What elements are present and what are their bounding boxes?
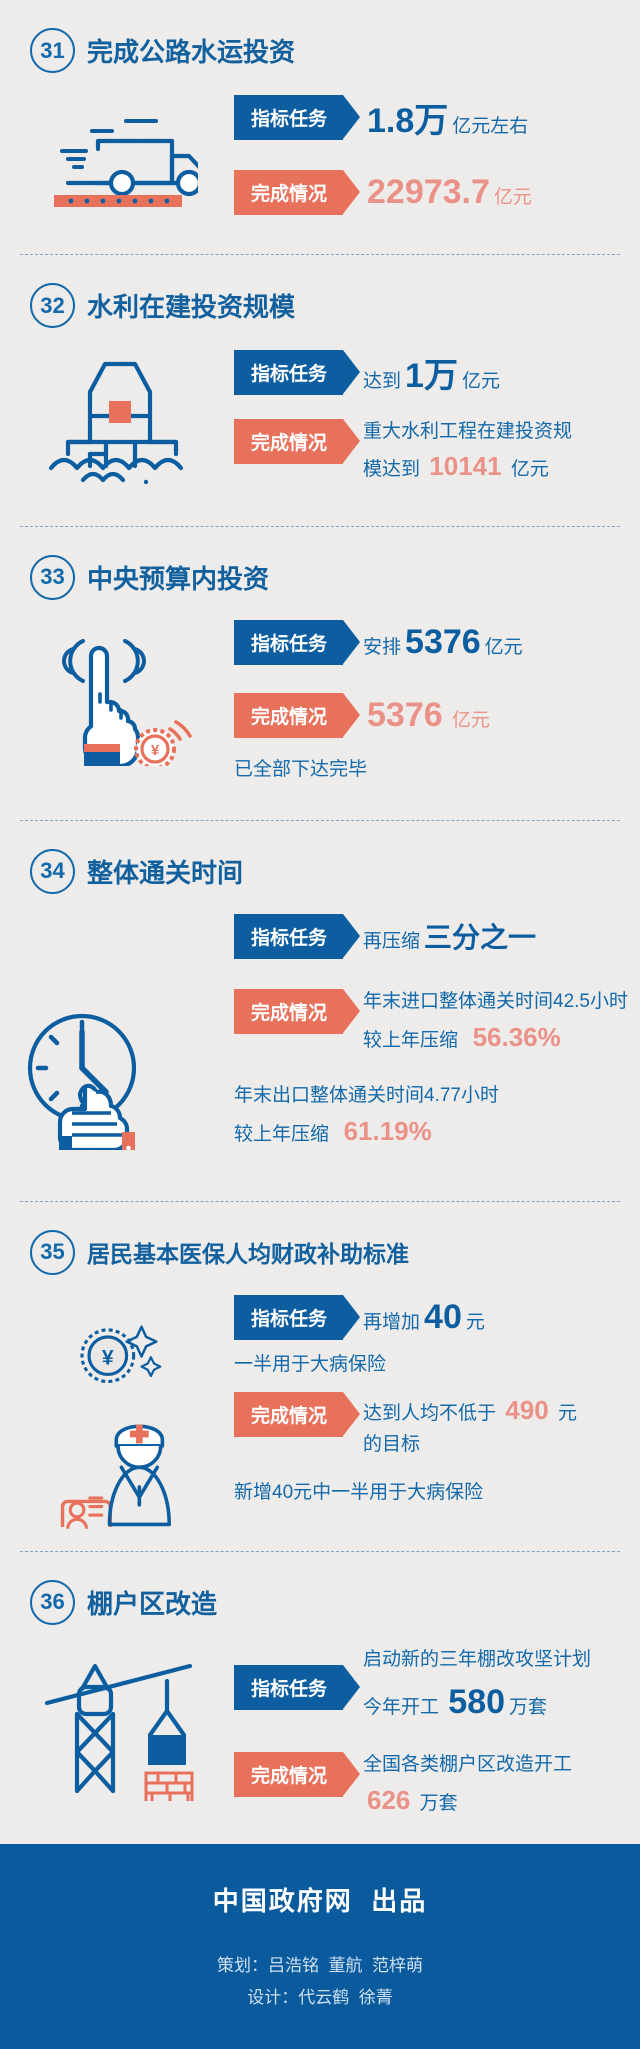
svg-text:¥: ¥ [150,742,159,759]
svg-text:¥: ¥ [101,1346,113,1369]
